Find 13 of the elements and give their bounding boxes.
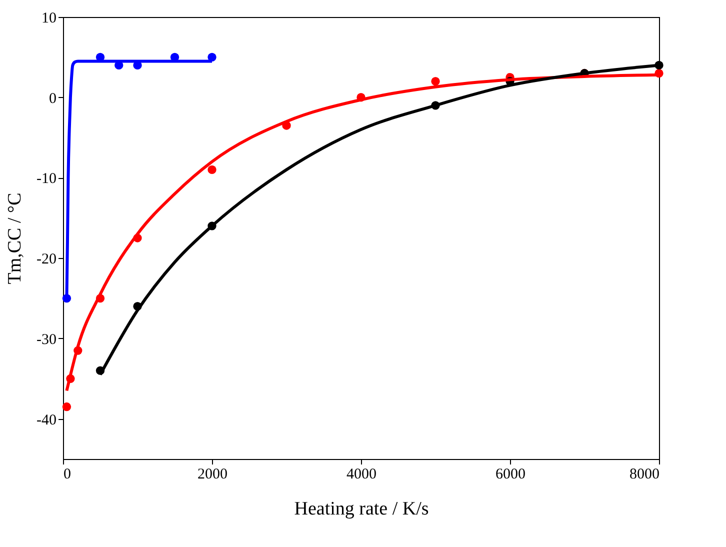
y-tick-label: -30 [36, 332, 56, 348]
y-tick-label: 0 [49, 90, 56, 107]
x-tick-label: 6000 [496, 466, 526, 482]
y-tick-label: 10 [42, 10, 56, 26]
y-axis-title: Tm,CC / °C [4, 192, 26, 284]
x-tick-label: 4000 [346, 466, 376, 482]
x-tick-label: 8000 [630, 466, 660, 482]
x-tick-label: 0 [64, 466, 71, 482]
x-tick-label: 2000 [198, 466, 228, 482]
y-tick-label: -20 [36, 252, 56, 268]
y-tick-label: -10 [36, 171, 56, 188]
y-tick-label: -40 [36, 412, 56, 428]
x-axis-title: Heating rate / K/s [294, 498, 429, 520]
